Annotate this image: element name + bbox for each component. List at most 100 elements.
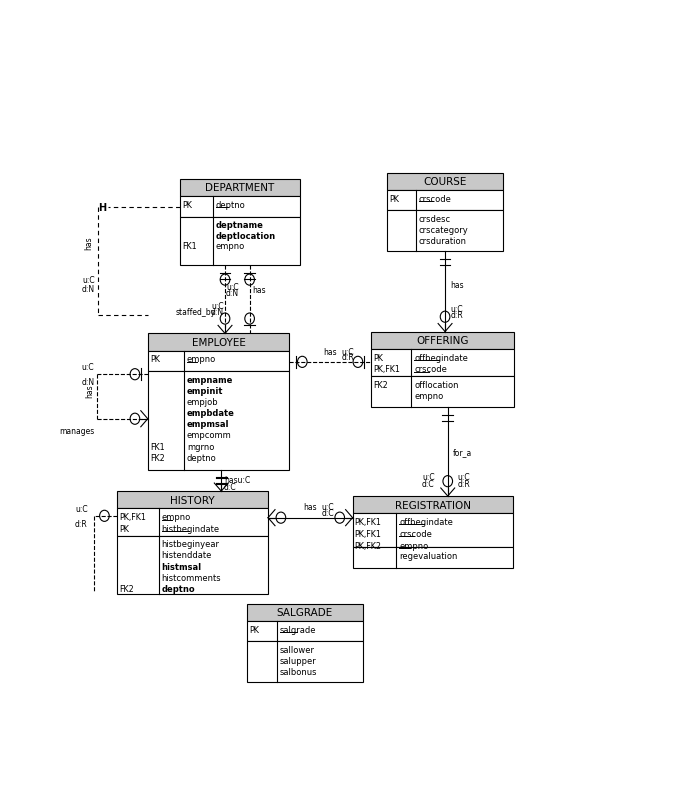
Text: sallower: sallower: [280, 646, 315, 654]
Bar: [387, 211, 504, 251]
Text: crsdesc: crsdesc: [419, 215, 451, 224]
Text: empbdate: empbdate: [187, 409, 235, 418]
Text: d:C: d:C: [322, 508, 334, 517]
Text: PK,FK1: PK,FK1: [119, 512, 146, 521]
Text: empno: empno: [161, 512, 191, 521]
Bar: [247, 621, 363, 642]
Bar: [148, 334, 290, 351]
Text: u:C: u:C: [342, 347, 354, 356]
Text: u:C: u:C: [457, 472, 470, 481]
Bar: [387, 173, 504, 191]
Text: d:C: d:C: [224, 482, 237, 491]
Text: histbeginyear: histbeginyear: [161, 540, 219, 549]
Bar: [353, 496, 513, 514]
Text: manages: manages: [59, 427, 95, 435]
Bar: [180, 217, 300, 265]
Text: has: has: [304, 503, 317, 512]
Text: u:C: u:C: [82, 276, 95, 285]
Text: empno: empno: [187, 355, 216, 364]
Text: empinit: empinit: [187, 387, 224, 395]
Text: u:C: u:C: [211, 302, 224, 310]
Text: deptno: deptno: [187, 453, 217, 462]
Text: d:N: d:N: [226, 289, 239, 298]
Text: salgrade: salgrade: [280, 625, 316, 634]
Bar: [353, 514, 513, 548]
Text: FK2: FK2: [373, 380, 388, 389]
Text: empno: empno: [414, 391, 443, 400]
Bar: [180, 197, 300, 217]
Text: DEPARTMENT: DEPARTMENT: [206, 184, 275, 193]
Text: for_a: for_a: [453, 448, 473, 456]
Bar: [117, 492, 268, 508]
Text: H: H: [99, 203, 106, 213]
Text: PK: PK: [389, 194, 399, 204]
Text: crsduration: crsduration: [419, 237, 467, 246]
Text: empmsal: empmsal: [187, 419, 229, 429]
Text: SALGRADE: SALGRADE: [277, 607, 333, 618]
Bar: [117, 508, 268, 536]
Text: deptlocation: deptlocation: [216, 232, 276, 241]
Text: u:C: u:C: [81, 363, 95, 371]
Bar: [371, 332, 514, 350]
Text: has: has: [324, 347, 337, 356]
Text: u:C: u:C: [75, 504, 88, 513]
Text: empname: empname: [187, 375, 233, 384]
Text: d:R: d:R: [451, 311, 463, 320]
Text: PK: PK: [249, 625, 259, 634]
Text: crscategory: crscategory: [419, 226, 469, 235]
Text: u:C: u:C: [226, 283, 239, 292]
Text: HISTORY: HISTORY: [170, 495, 215, 505]
Bar: [117, 536, 268, 594]
Text: FK2: FK2: [150, 453, 165, 462]
Text: FK1: FK1: [182, 242, 197, 251]
Text: PK,FK1: PK,FK1: [355, 517, 382, 526]
Text: d:R: d:R: [75, 519, 88, 529]
Text: deptno: deptno: [216, 200, 246, 209]
Text: crscode: crscode: [419, 194, 452, 204]
Text: has: has: [84, 237, 93, 250]
Bar: [387, 191, 504, 211]
Text: COURSE: COURSE: [424, 177, 466, 187]
Text: d:N: d:N: [81, 378, 95, 387]
Bar: [353, 548, 513, 568]
Text: offbegindate: offbegindate: [414, 353, 468, 363]
Text: PK: PK: [373, 353, 383, 363]
Text: salbonus: salbonus: [280, 667, 317, 676]
Text: crscode: crscode: [399, 529, 432, 538]
Text: crscode: crscode: [414, 365, 447, 374]
Text: PK: PK: [182, 200, 192, 209]
Text: d:R: d:R: [457, 480, 470, 488]
Bar: [371, 350, 514, 377]
Text: u:C: u:C: [322, 503, 334, 512]
Text: PK: PK: [150, 355, 160, 364]
Text: PK,FK1: PK,FK1: [373, 365, 400, 374]
Text: has: has: [451, 281, 464, 290]
Text: PK,FK1: PK,FK1: [355, 529, 382, 538]
Text: REGISTRATION: REGISTRATION: [395, 500, 471, 510]
Text: empjob: empjob: [187, 398, 219, 407]
Text: PK: PK: [119, 525, 129, 533]
Text: histcomments: histcomments: [161, 573, 221, 582]
Text: EMPLOYEE: EMPLOYEE: [192, 338, 246, 347]
Text: empno: empno: [216, 242, 245, 251]
Text: u:C: u:C: [451, 305, 463, 314]
Text: u:C: u:C: [422, 472, 435, 481]
Bar: [148, 371, 290, 471]
Text: salupper: salupper: [280, 656, 317, 666]
Text: staffed_by: staffed_by: [175, 308, 215, 317]
Text: empno: empno: [399, 541, 428, 550]
Text: offbegindate: offbegindate: [399, 517, 453, 526]
Bar: [371, 377, 514, 407]
Bar: [148, 351, 290, 371]
Text: offlocation: offlocation: [414, 380, 459, 389]
Text: has: has: [86, 384, 95, 398]
Text: FK1: FK1: [150, 442, 164, 451]
Text: has: has: [253, 286, 266, 295]
Text: d:R: d:R: [342, 353, 354, 362]
Text: FK2: FK2: [119, 584, 134, 593]
Text: regevaluation: regevaluation: [399, 551, 457, 561]
Text: histenddate: histenddate: [161, 551, 212, 560]
Text: d:N: d:N: [82, 285, 95, 294]
Text: PK,FK2: PK,FK2: [355, 541, 382, 550]
Text: histbegindate: histbegindate: [161, 525, 220, 533]
